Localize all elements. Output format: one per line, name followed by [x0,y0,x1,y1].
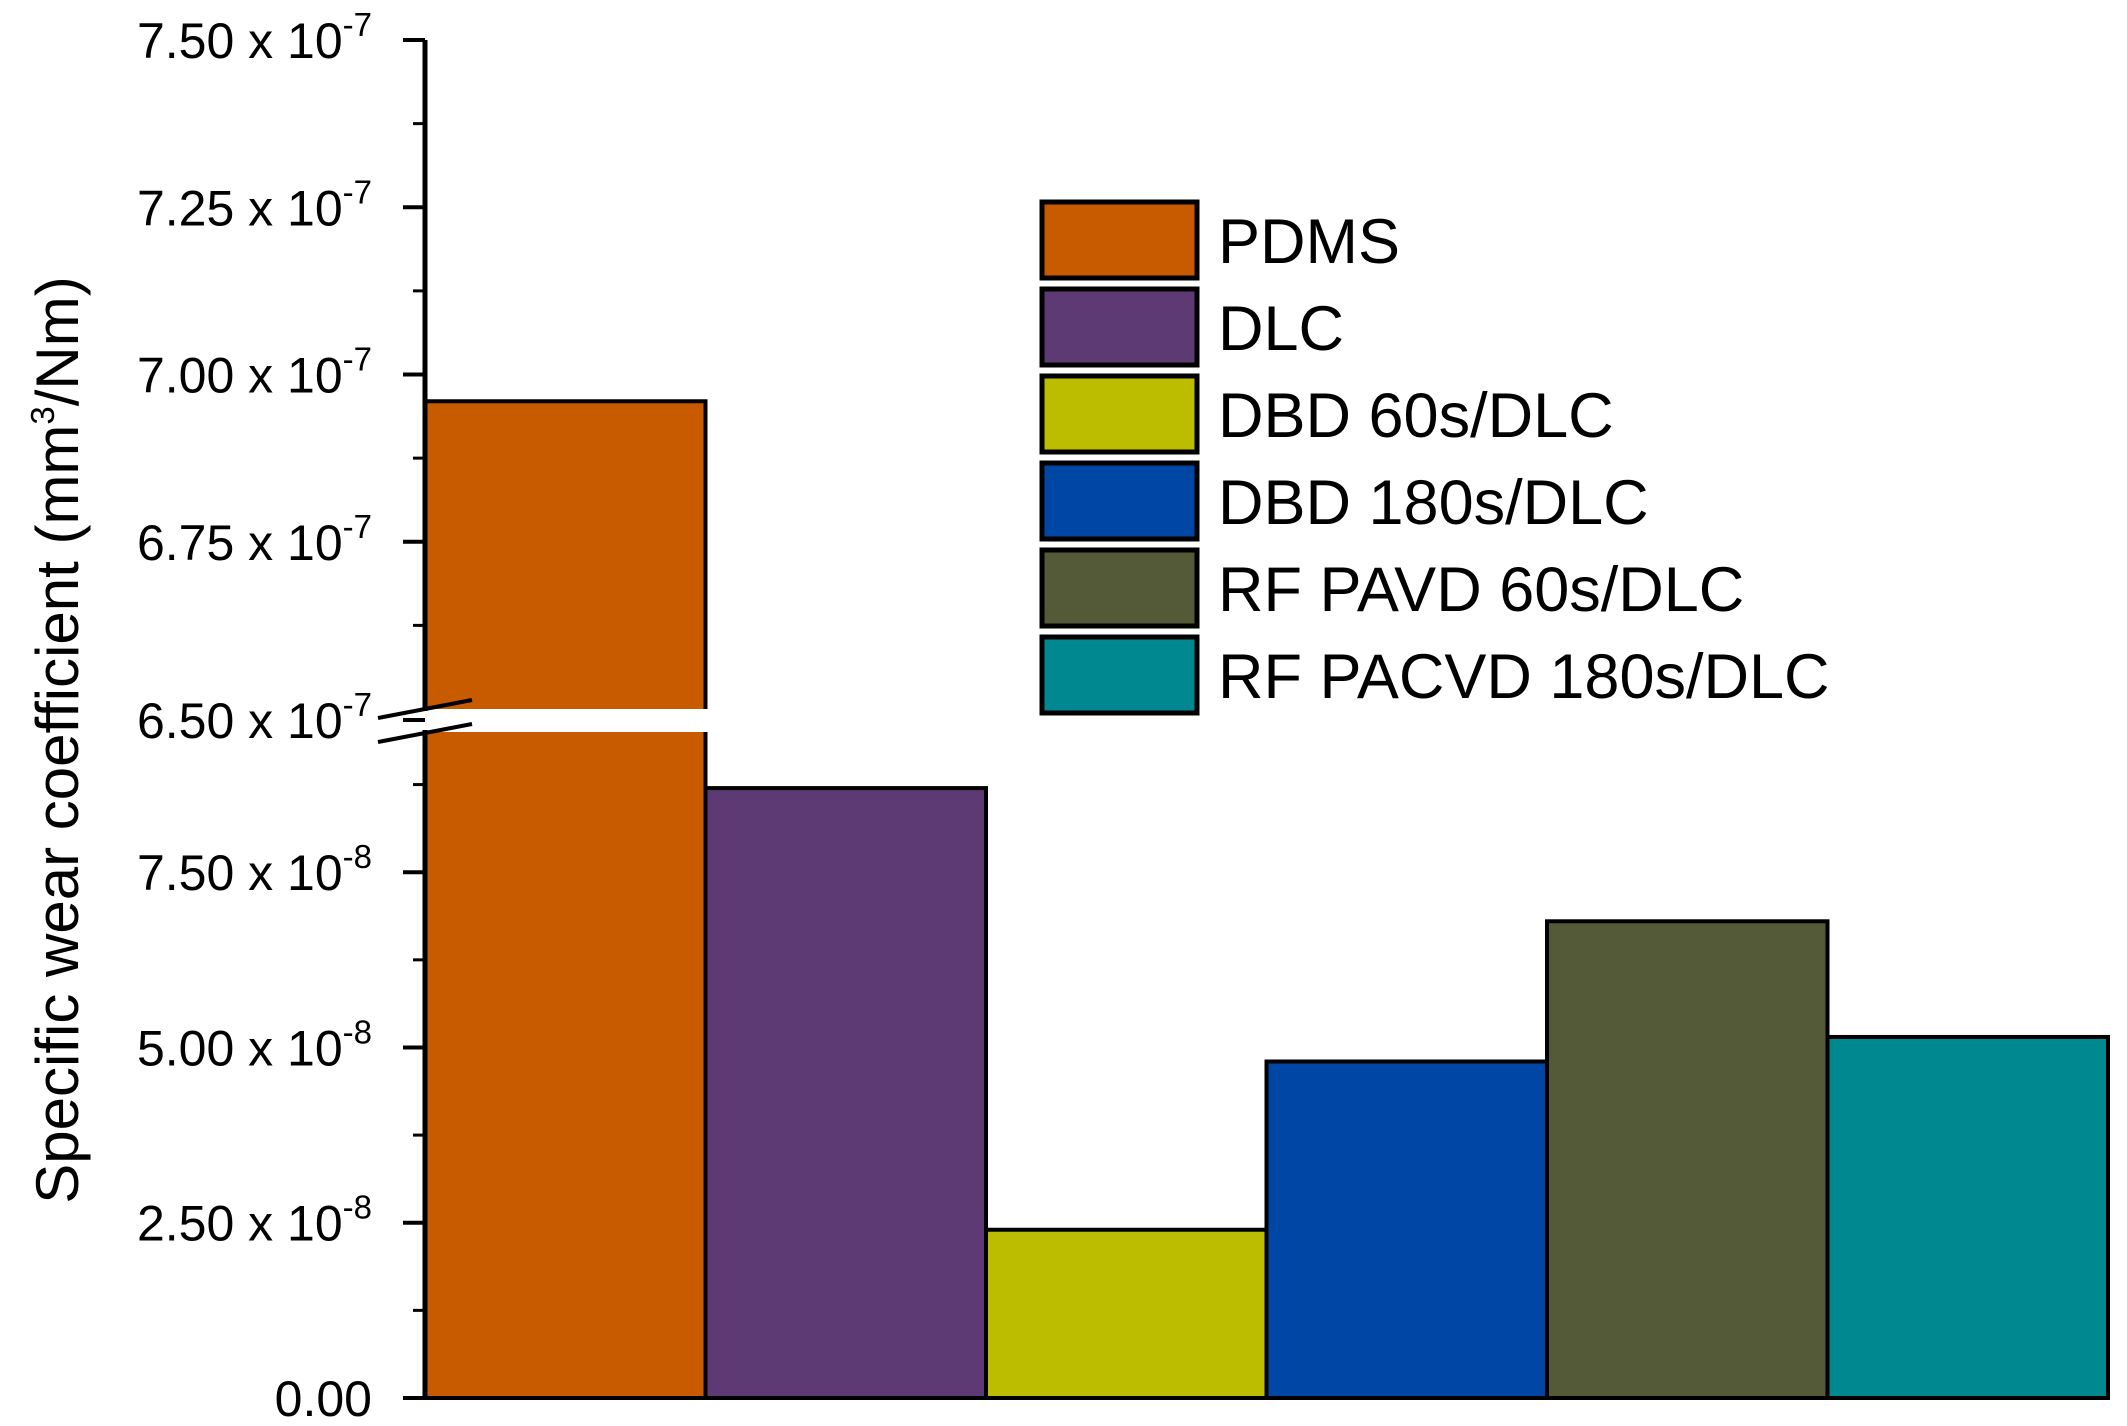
bar-3 [984,1227,1269,1400]
legend-label-6: RF PACVD 180s/DLC [1218,642,1830,712]
legend-label-5: RF PAVD 60s/DLC [1218,555,1744,625]
y-tick-label: 0.00 [275,1371,372,1426]
y-tick-label: 6.50 x 10-7 [137,686,372,749]
legend-label-2: DLC [1218,294,1344,364]
y-tick-label: 2.50 x 10-8 [137,1189,372,1252]
y-tick-label: 7.50 x 10-8 [137,838,372,901]
legend-label-4: DBD 180s/DLC [1218,468,1649,538]
legend-label-3: DBD 60s/DLC [1218,381,1614,451]
legend-swatch-5 [1039,547,1200,629]
bar-1 [423,399,708,1400]
legend-swatch-3 [1039,373,1200,455]
y-tick-label: 6.75 x 10-7 [137,508,372,571]
bar-4 [1264,1059,1549,1400]
y-axis-label: Specific wear coefficient (mm3/Nm) [24,276,91,1203]
bar-2 [703,786,988,1400]
y-tick-label: 7.00 x 10-7 [137,341,372,404]
legend-swatch-6 [1039,634,1200,716]
bar-5 [1545,919,1830,1401]
y-tick-label: 7.50 x 10-7 [137,6,372,69]
y-tick-label: 5.00 x 10-8 [137,1013,372,1076]
y-tick-label: 7.25 x 10-7 [137,173,372,236]
legend: PDMS DLC DBD 60s/DLC DBD 180s/DLC RF PAVD 60… [1039,199,1830,716]
legend-swatch-2 [1039,286,1200,368]
bars [423,399,2110,1401]
break-gap [380,709,710,732]
legend-swatch-4 [1039,460,1200,542]
legend-swatch-1 [1039,199,1200,281]
y-ticks: 0.00 2.50 x 10-8 5.00 x 10-8 7.50 x 10-8 6.5… [137,6,425,1426]
legend-label-1: PDMS [1218,207,1400,277]
bar-6 [1825,1034,2110,1400]
